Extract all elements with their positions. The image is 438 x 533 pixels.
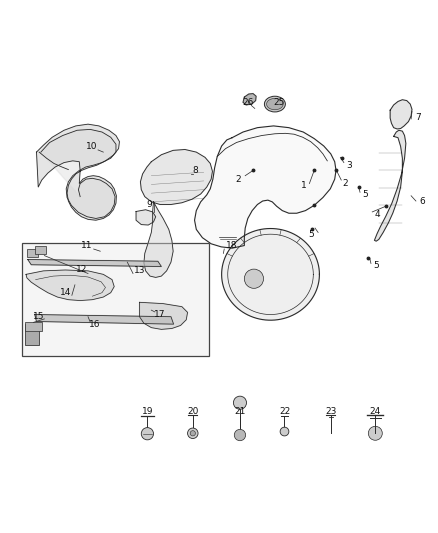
Text: 12: 12	[76, 265, 87, 274]
Text: 23: 23	[325, 407, 336, 416]
Polygon shape	[41, 130, 116, 219]
Circle shape	[233, 396, 247, 409]
Text: 14: 14	[60, 288, 71, 297]
Circle shape	[280, 427, 289, 436]
Text: 5: 5	[309, 230, 314, 239]
Text: 6: 6	[420, 197, 425, 206]
Text: 1: 1	[301, 181, 307, 190]
Bar	[21, 244, 209, 356]
Text: 8: 8	[192, 166, 198, 175]
Bar	[25, 322, 42, 331]
Polygon shape	[36, 124, 120, 220]
Circle shape	[141, 427, 153, 440]
Polygon shape	[194, 126, 336, 248]
Text: 18: 18	[226, 241, 238, 250]
Text: 5: 5	[373, 261, 379, 270]
Circle shape	[368, 426, 382, 440]
Polygon shape	[141, 149, 212, 205]
Polygon shape	[390, 100, 412, 129]
Text: 17: 17	[154, 310, 166, 319]
Bar	[35, 246, 46, 254]
Polygon shape	[26, 270, 114, 301]
Text: 11: 11	[81, 241, 93, 250]
Polygon shape	[35, 314, 173, 324]
Circle shape	[244, 269, 264, 288]
Polygon shape	[28, 260, 161, 266]
Text: 13: 13	[134, 266, 145, 276]
Bar	[25, 324, 39, 345]
Circle shape	[187, 428, 198, 439]
Text: 10: 10	[86, 142, 97, 151]
Text: 9: 9	[146, 200, 152, 209]
Text: 3: 3	[346, 161, 352, 169]
Polygon shape	[222, 229, 319, 320]
Text: 4: 4	[374, 209, 380, 219]
Bar	[27, 249, 38, 257]
Polygon shape	[136, 210, 155, 225]
Text: 19: 19	[141, 407, 153, 416]
Text: 21: 21	[234, 407, 246, 416]
Polygon shape	[140, 302, 187, 329]
Text: 22: 22	[279, 407, 290, 416]
Polygon shape	[144, 202, 173, 277]
Text: 5: 5	[362, 190, 368, 199]
Circle shape	[190, 431, 195, 436]
Text: 24: 24	[370, 407, 381, 416]
Text: 20: 20	[187, 407, 198, 416]
Circle shape	[234, 430, 246, 441]
Text: 15: 15	[33, 312, 45, 321]
Polygon shape	[243, 94, 256, 105]
Ellipse shape	[267, 99, 283, 110]
Text: 2: 2	[343, 179, 349, 188]
Text: 16: 16	[89, 320, 100, 329]
Text: 25: 25	[274, 98, 285, 107]
Text: 2: 2	[236, 175, 241, 184]
Text: 26: 26	[243, 98, 254, 107]
Ellipse shape	[265, 96, 286, 112]
Text: 7: 7	[415, 112, 420, 122]
Polygon shape	[374, 130, 406, 241]
